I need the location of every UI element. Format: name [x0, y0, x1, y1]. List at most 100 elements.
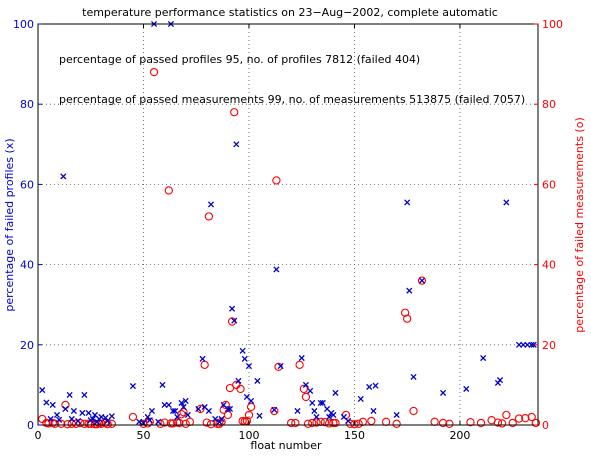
- annotation-measurements: percentage of passed measurements 99, no…: [59, 93, 525, 106]
- data-point-o: [270, 406, 279, 416]
- data-point-o: [50, 419, 60, 428]
- y-tick-label-right: 40: [542, 259, 556, 272]
- data-point-x: [235, 377, 242, 384]
- data-point-o: [84, 419, 93, 428]
- data-point-x: [366, 383, 373, 390]
- annotation-profiles: percentage of passed profiles 95, no. of…: [59, 53, 420, 66]
- data-point-x: [102, 414, 109, 421]
- data-point-x: [370, 407, 377, 415]
- data-point-x: [311, 407, 318, 415]
- data-point-x: [56, 416, 63, 423]
- y-tick-label-right: 80: [542, 98, 556, 111]
- data-point-o: [246, 402, 256, 412]
- data-point-x: [81, 391, 88, 398]
- data-point-x: [273, 266, 280, 273]
- data-point-o: [303, 419, 313, 428]
- data-point-x: [47, 415, 54, 423]
- data-point-x: [226, 405, 234, 413]
- data-point-x: [326, 413, 333, 421]
- data-point-x: [165, 401, 172, 409]
- data-point-x: [496, 377, 504, 384]
- data-point-x: [70, 407, 77, 415]
- data-point-o: [63, 420, 72, 429]
- data-point-x: [155, 418, 162, 425]
- data-point-o: [438, 418, 448, 428]
- data-point-x: [294, 407, 301, 415]
- data-point-x: [68, 415, 75, 423]
- data-point-o: [204, 212, 214, 221]
- data-point-x: [319, 399, 326, 407]
- data-point-x: [159, 381, 166, 388]
- data-point-o: [350, 420, 359, 429]
- data-point-x: [271, 406, 278, 413]
- data-point-x: [302, 381, 309, 388]
- data-point-x: [224, 405, 231, 413]
- data-point-o: [301, 392, 311, 402]
- data-point-x: [182, 397, 189, 404]
- data-point-x: [480, 354, 487, 362]
- data-point-x: [108, 413, 115, 420]
- data-point-x: [174, 413, 181, 421]
- data-point-x: [104, 417, 111, 425]
- data-point-o: [71, 419, 81, 428]
- data-point-o: [324, 419, 334, 428]
- data-point-o: [179, 408, 188, 417]
- data-point-x: [254, 377, 261, 384]
- data-point-x: [317, 399, 324, 407]
- y-tick-label-left: 60: [20, 178, 34, 191]
- data-point-o: [466, 418, 475, 427]
- data-point-x: [136, 418, 143, 425]
- data-point-o: [164, 186, 173, 195]
- data-point-o: [230, 108, 239, 117]
- y-tick-label-left: 100: [13, 18, 34, 31]
- data-point-x: [79, 409, 86, 417]
- data-point-x: [410, 373, 417, 380]
- data-point-x: [60, 173, 67, 180]
- data-point-x: [233, 141, 240, 148]
- chart-title: temperature performance statistics on 23…: [82, 6, 498, 19]
- y-tick-label-right: 60: [542, 178, 556, 191]
- data-point-o: [128, 412, 138, 422]
- data-point-o: [44, 419, 53, 428]
- data-point-o: [225, 383, 235, 393]
- data-point-x: [53, 411, 61, 419]
- data-point-o: [287, 418, 296, 428]
- data-point-x: [503, 199, 510, 206]
- data-point-o: [392, 419, 401, 428]
- data-point-o: [206, 420, 216, 429]
- data-point-o: [177, 410, 186, 419]
- data-point-x: [218, 415, 225, 423]
- data-point-o: [403, 314, 412, 323]
- data-point-o: [445, 419, 454, 428]
- data-point-x: [330, 411, 337, 419]
- data-point-x: [195, 405, 202, 413]
- data-point-x: [241, 355, 248, 362]
- data-point-x: [85, 409, 92, 417]
- data-point-x: [307, 387, 314, 394]
- data-point-o: [291, 418, 300, 428]
- data-point-x: [49, 401, 56, 409]
- y-tick-label-left: 0: [27, 419, 34, 432]
- data-point-o: [168, 419, 178, 428]
- data-point-o: [502, 410, 511, 420]
- data-point-o: [527, 412, 536, 422]
- data-point-o: [181, 419, 190, 428]
- data-point-x: [205, 407, 212, 415]
- data-point-x: [245, 362, 253, 370]
- x-axis-label: float number: [250, 439, 322, 452]
- data-point-o: [331, 418, 340, 428]
- data-point-x: [229, 305, 236, 312]
- data-point-x: [463, 385, 470, 392]
- data-point-x: [440, 389, 447, 396]
- data-point-o: [196, 404, 205, 414]
- data-point-x: [345, 417, 352, 425]
- data-point-x: [62, 405, 69, 413]
- data-point-o: [244, 410, 254, 420]
- data-point-o: [107, 419, 116, 428]
- data-point-x: [298, 354, 305, 362]
- data-point-o: [57, 419, 66, 428]
- data-point-x: [406, 287, 413, 294]
- data-point-x: [393, 411, 400, 419]
